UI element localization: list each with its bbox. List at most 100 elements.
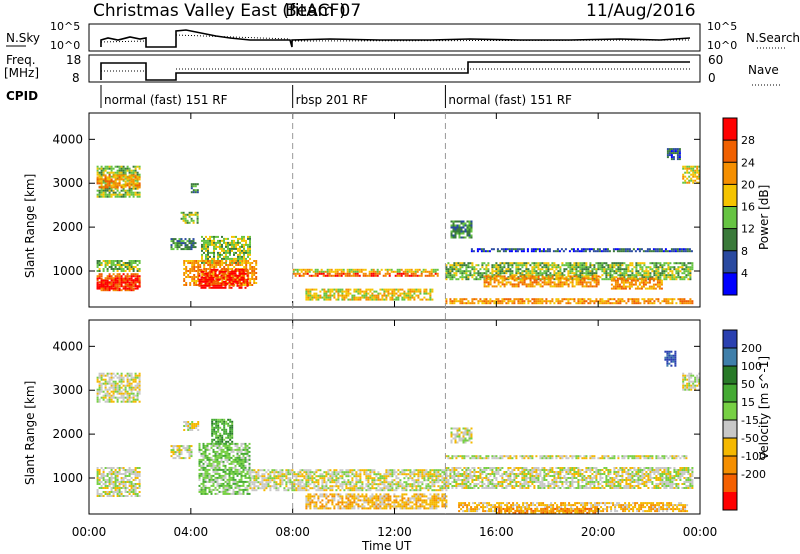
data-cell [212,454,215,457]
data-cell [118,380,121,383]
data-cell [197,276,200,278]
data-cell [513,274,516,277]
data-cell [517,266,520,269]
data-cell [206,282,209,285]
data-cell [112,260,115,262]
data-cell [499,275,502,278]
data-cell [541,298,544,301]
data-cell [597,262,600,265]
data-cell [381,288,384,291]
data-cell [98,473,101,475]
data-cell [128,400,131,403]
data-cell [218,464,221,467]
data-cell [104,264,107,266]
data-cell [132,378,135,381]
data-cell [230,446,233,449]
data-cell [227,241,229,244]
data-cell [224,272,227,275]
data-cell [134,384,137,387]
data-cell [242,484,245,487]
data-cell [648,281,651,284]
data-cell [132,183,135,186]
data-cell [210,484,213,487]
data-cell [391,298,394,301]
data-cell [458,220,461,223]
data-cell [226,278,229,281]
data-cell [665,268,668,271]
data-cell [328,272,331,275]
data-cell [138,386,141,389]
data-cell [402,270,405,273]
data-cell [100,374,103,377]
data-cell [667,268,670,271]
data-cell [674,150,677,153]
data-cell [458,234,461,237]
data-cell [213,243,215,246]
data-cell [207,245,209,248]
data-cell [680,248,683,251]
data-cell [688,175,691,178]
data-cell [209,274,212,276]
data-cell [545,262,548,265]
data-cell [687,278,690,281]
data-cell [519,281,522,284]
data-cell [180,211,183,214]
data-cell [429,294,432,297]
data-cell [677,266,680,269]
data-cell [465,264,468,267]
data-cell [294,274,297,277]
data-cell [347,290,350,293]
data-cell [124,396,127,399]
data-cell [193,278,196,280]
data-cell [473,272,476,275]
data-cell [689,268,692,271]
data-cell [138,268,141,270]
data-cell [220,286,223,289]
data-cell [595,262,598,265]
data-cell [190,248,193,251]
data-cell [200,284,203,287]
data-cell [546,248,549,251]
data-cell [124,485,127,487]
data-cell [669,270,672,273]
nsky-right-tick-top: 10^5 [707,20,737,33]
data-cell [410,270,413,273]
data-cell [655,266,658,269]
data-cell [509,274,512,277]
data-cell [98,493,101,495]
data-cell [634,287,637,290]
data-cell [210,488,213,491]
data-cell [589,285,592,288]
data-cell [459,266,462,269]
data-cell [648,285,651,288]
data-cell [226,492,229,495]
data-cell [589,266,592,269]
data-cell [572,250,575,253]
data-cell [484,250,487,253]
data-cell [227,264,230,266]
data-cell [573,285,576,288]
data-cell [499,300,502,303]
data-cell [561,285,564,288]
data-cell [194,191,197,194]
data-cell [465,278,468,281]
data-cell [531,298,534,301]
data-cell [410,268,413,271]
data-cell [416,274,419,277]
data-cell [631,300,634,303]
data-cell [241,251,243,254]
data-cell [215,245,217,248]
data-cell [132,386,135,389]
data-cell [688,250,691,253]
data-cell [106,394,109,397]
data-cell [692,175,695,178]
data-cell [118,178,121,181]
data-cell [565,281,568,284]
data-cell [624,250,627,253]
data-cell [467,264,470,267]
data-cell [388,272,391,275]
data-cell [210,474,213,477]
data-cell [636,287,639,290]
data-cell [240,492,243,495]
data-cell [108,191,111,194]
